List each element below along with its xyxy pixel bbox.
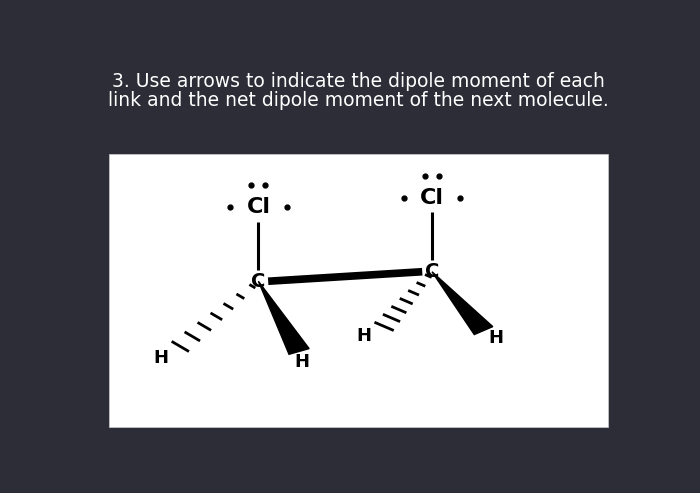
- Text: H: H: [488, 329, 503, 347]
- Text: Cl: Cl: [420, 188, 444, 208]
- Text: 3. Use arrows to indicate the dipole moment of each: 3. Use arrows to indicate the dipole mom…: [112, 72, 606, 91]
- Text: link and the net dipole moment of the next molecule.: link and the net dipole moment of the ne…: [108, 91, 609, 110]
- Polygon shape: [432, 272, 493, 335]
- Text: H: H: [294, 353, 309, 371]
- Text: C: C: [251, 272, 265, 291]
- Text: H: H: [153, 350, 168, 367]
- Text: C: C: [425, 262, 439, 281]
- Polygon shape: [258, 281, 309, 354]
- FancyBboxPatch shape: [109, 154, 608, 427]
- Text: H: H: [357, 327, 372, 345]
- Text: Cl: Cl: [246, 197, 270, 217]
